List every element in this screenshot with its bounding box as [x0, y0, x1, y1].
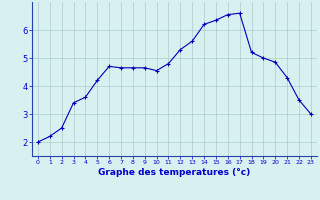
X-axis label: Graphe des temperatures (°c): Graphe des temperatures (°c) — [98, 168, 251, 177]
